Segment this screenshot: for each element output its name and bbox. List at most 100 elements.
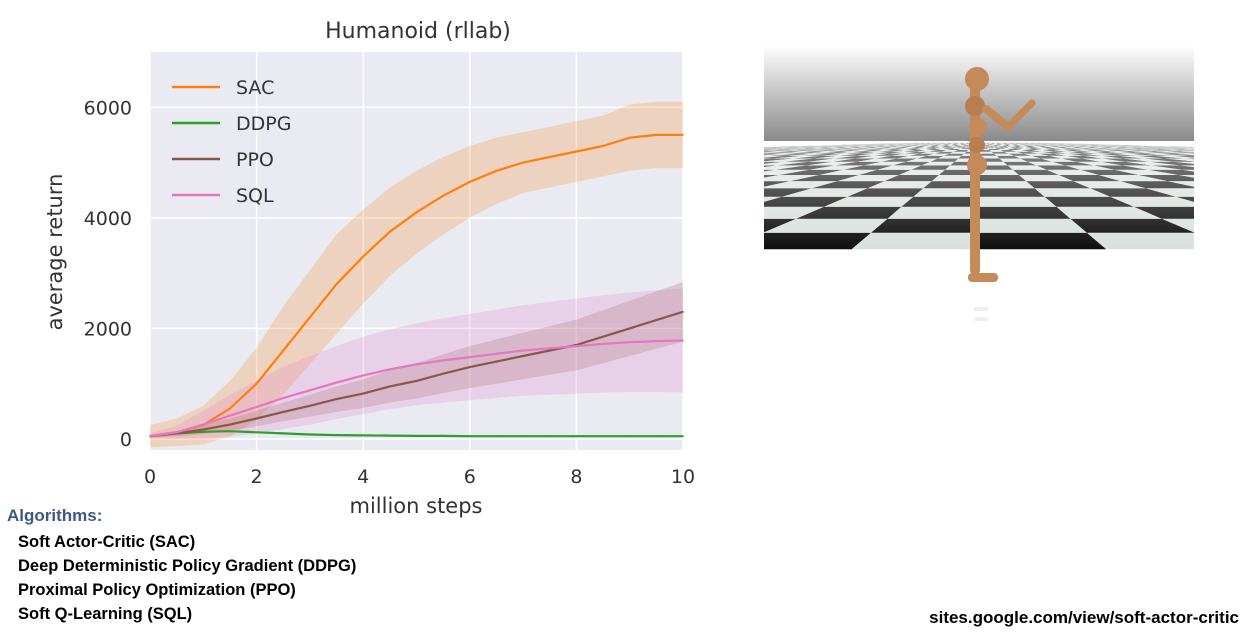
sac-point (469, 181, 471, 183)
sql-point (575, 345, 578, 347)
sql-point (415, 363, 418, 366)
ddpg-point (362, 434, 365, 437)
ppo-point (442, 372, 445, 375)
sac-point (522, 161, 524, 164)
sql-point (175, 431, 178, 434)
sql-point (549, 347, 551, 350)
ppo-point (229, 423, 231, 426)
x-tick-label: 8 (570, 466, 582, 488)
algorithm-item: Proximal Policy Optimization (PPO) (18, 581, 296, 599)
x-tick-label: 10 (671, 466, 695, 488)
sql-point (335, 381, 338, 384)
ddpg-point (442, 435, 445, 437)
sql-point (682, 339, 684, 342)
sql-point (495, 353, 498, 355)
sql-point (389, 368, 391, 371)
ppo-point (682, 311, 684, 313)
ddpg-point (415, 435, 418, 437)
y-tick-label: 2000 (84, 318, 132, 340)
sql-point (229, 414, 231, 417)
ppo-confidence-band (150, 282, 683, 438)
ddpg-point (522, 435, 524, 438)
legend-label: SAC (236, 77, 274, 99)
ddpg-point (575, 435, 578, 438)
grid-lines (149, 52, 684, 450)
learning-curve-chart: Humanoid (rllab) 0 2 4 6 8 10 0 2000 4000 6000 SA… (43, 19, 695, 518)
site-url[interactable]: sites.google.com/view/soft-actor-critic (929, 608, 1239, 627)
ppo-point (389, 385, 391, 388)
sql-point (362, 374, 365, 377)
sac-point (282, 349, 285, 352)
sac-point (415, 211, 418, 214)
sac-point (442, 194, 445, 197)
sac-point (575, 150, 578, 153)
legend-label: PPO (236, 149, 274, 171)
sql-point (469, 356, 471, 358)
sql-point (628, 341, 631, 344)
sql-point (522, 349, 524, 352)
sql-point (149, 435, 151, 438)
ppo-point (362, 392, 365, 395)
sac-point (495, 170, 498, 172)
ppo-point (655, 319, 658, 321)
sql-point (255, 406, 258, 408)
ppo-point (255, 417, 258, 420)
x-axis-label: million steps (350, 494, 483, 518)
ddpg-point (309, 433, 311, 436)
algorithm-item: Soft Q-Learning (SQL) (18, 605, 193, 623)
ppo-point (495, 360, 498, 363)
ddpg-point (469, 435, 471, 438)
sac-point (255, 382, 258, 385)
series-lines (149, 133, 684, 438)
legend-label: SQL (236, 185, 274, 207)
plot-area (150, 52, 683, 450)
sac-confidence-band (150, 101, 683, 448)
sql-point (602, 343, 604, 345)
ppo-point (628, 327, 631, 330)
sac-point (335, 283, 338, 286)
ddpg-point (682, 435, 684, 438)
ppo-point (309, 405, 311, 407)
ddpg-point (255, 431, 258, 434)
sac-point (602, 145, 604, 147)
y-axis-label: average return (43, 174, 67, 331)
x-tick-label: 0 (144, 466, 156, 488)
sac-point (229, 407, 231, 410)
sac-point (655, 134, 658, 136)
ppo-point (282, 411, 285, 413)
sql-point (442, 359, 445, 362)
sql-point (309, 389, 311, 392)
y-tick-label: 0 (120, 429, 132, 451)
humanoid-simulation-render (764, 45, 1194, 473)
algorithm-item: Soft Actor-Critic (SAC) (18, 533, 196, 551)
tick-labels: 0 2 4 6 8 10 0 2000 4000 6000 (84, 97, 695, 488)
sql-point (282, 397, 285, 399)
sql-point (655, 340, 658, 342)
ddpg-point (602, 435, 604, 438)
x-tick-label: 6 (464, 466, 476, 488)
sac-point (628, 136, 631, 139)
sql-point (202, 423, 205, 426)
ddpg-point (229, 430, 231, 433)
x-tick-label: 4 (357, 466, 369, 488)
y-tick-label: 4000 (84, 208, 132, 230)
ddpg-point (389, 434, 391, 437)
ppo-point (202, 428, 205, 431)
algorithms-title: Algorithms: (7, 506, 103, 525)
legend: SAC DDPG PPO SQL (172, 77, 291, 207)
sac-point (389, 230, 391, 233)
x-tick-label: 2 (251, 466, 263, 488)
chart-title: Humanoid (rllab) (325, 19, 511, 44)
ppo-point (335, 398, 338, 400)
sac-point (362, 255, 365, 258)
ppo-point (522, 355, 524, 357)
ddpg-point (335, 434, 338, 436)
ppo-point (549, 349, 551, 352)
ddpg-point (655, 435, 658, 438)
y-tick-label: 6000 (84, 97, 132, 119)
ddpg-point (549, 435, 551, 438)
ddpg-point (495, 435, 498, 438)
sac-point (309, 316, 311, 319)
algorithm-item: Deep Deterministic Policy Gradient (DDPG… (18, 557, 357, 575)
legend-label: DDPG (236, 113, 291, 135)
